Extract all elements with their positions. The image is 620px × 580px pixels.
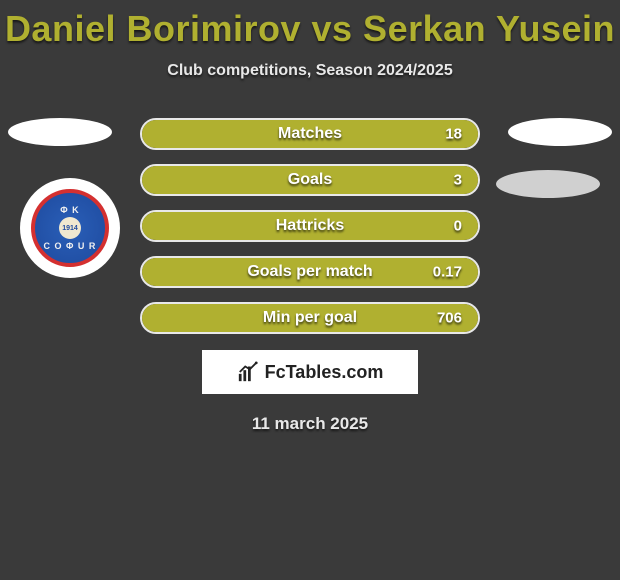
stat-label: Matches — [142, 125, 478, 143]
crest-year: 1914 — [59, 217, 81, 239]
stat-label: Min per goal — [142, 309, 478, 327]
stat-bar-goals: Goals 3 — [140, 164, 480, 196]
brand-box[interactable]: FcTables.com — [202, 350, 418, 394]
subtitle: Club competitions, Season 2024/2025 — [0, 62, 620, 80]
stat-bar-min-per-goal: Min per goal 706 — [140, 302, 480, 334]
stat-bar-hattricks: Hattricks 0 — [140, 210, 480, 242]
comparison-title: Daniel Borimirov vs Serkan Yusein — [0, 0, 620, 50]
stat-value: 0.17 — [433, 264, 462, 281]
player-right-placeholder-1 — [508, 118, 612, 146]
stat-label: Hattricks — [142, 217, 478, 235]
player-right-placeholder-2 — [496, 170, 600, 198]
chart-icon — [237, 361, 259, 383]
brand-text: FcTables.com — [265, 362, 384, 383]
stat-value: 706 — [437, 310, 462, 327]
date-text: 11 march 2025 — [0, 414, 620, 434]
content-area: Φ K 1914 C O Φ U R Matches 18 Goals 3 Ha… — [0, 118, 620, 434]
player-left-placeholder — [8, 118, 112, 146]
stat-label: Goals — [142, 171, 478, 189]
stat-bar-goals-per-match: Goals per match 0.17 — [140, 256, 480, 288]
stat-bar-matches: Matches 18 — [140, 118, 480, 150]
stat-value: 18 — [445, 126, 462, 143]
stat-value: 3 — [454, 172, 462, 189]
stat-bars: Matches 18 Goals 3 Hattricks 0 Goals per… — [140, 118, 480, 334]
stat-label: Goals per match — [142, 263, 478, 281]
crest-bottom-text: C O Φ U R — [44, 241, 97, 251]
stat-value: 0 — [454, 218, 462, 235]
club-crest: Φ K 1914 C O Φ U R — [20, 178, 120, 278]
crest-top-text: Φ K — [60, 205, 79, 215]
